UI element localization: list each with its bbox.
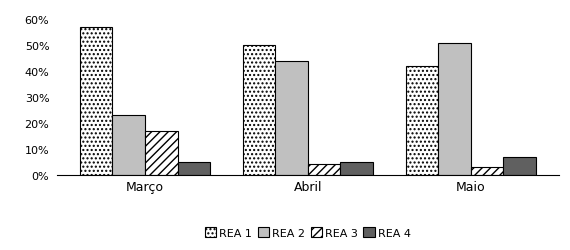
Bar — [80, 28, 112, 175]
Bar — [340, 162, 373, 175]
Bar — [405, 67, 438, 175]
Bar — [177, 162, 210, 175]
Bar — [471, 167, 503, 175]
Bar — [308, 165, 340, 175]
Legend: REA 1, REA 2, REA 3, REA 4: REA 1, REA 2, REA 3, REA 4 — [205, 228, 411, 238]
Bar — [503, 157, 536, 175]
Bar — [438, 44, 471, 175]
Bar — [275, 62, 308, 175]
Bar — [145, 131, 177, 175]
Bar — [112, 116, 145, 175]
Bar — [243, 46, 275, 175]
